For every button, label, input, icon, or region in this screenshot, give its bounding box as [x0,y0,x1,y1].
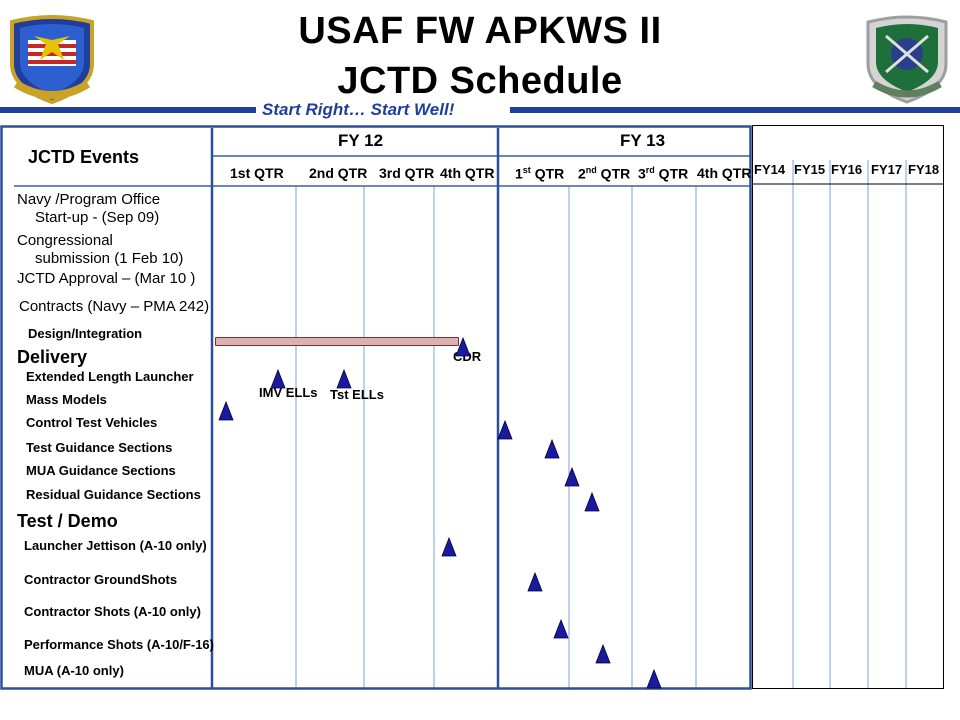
milestone-mua-triangle [646,668,662,689]
event-navy-program-office-date: Start-up - (Sep 09) [35,209,160,226]
fy18-header: FY18 [908,162,940,177]
fy17-header: FY17 [871,162,903,177]
event-jctd-approval: JCTD Approval – (Mar 10 ) [17,270,196,287]
event-mua-guidance-sections: MUA Guidance Sections [26,463,176,478]
fy13-q1-header: 1st QTR [515,165,565,182]
milestone-imv-ells-triangle [270,368,286,389]
event-congressional-date: submission (1 Feb 10) [35,250,184,267]
title-underline-left [0,107,256,113]
fy12-q3-header: 3rd QTR [379,165,435,181]
milestone-contractor-ground-triangle [527,571,543,592]
fy14-header: FY14 [754,162,786,177]
fy13-header: FY 13 [620,131,666,150]
fy12-q4-header: 4th QTR [440,165,495,181]
milestone-launcher-jettison-triangle [441,536,457,557]
fy15-header: FY15 [794,162,826,177]
event-extended-length-launcher: Extended Length Launcher [26,369,194,384]
milestone-label-tst-ells: Tst ELLs [330,387,384,402]
milestone-contractor-shots-triangle [553,618,569,639]
events-header: JCTD Events [28,147,140,167]
event-contractor-shots: Contractor Shots (A-10 only) [24,604,201,619]
event-design-integration: Design/Integration [28,326,143,341]
milestone-performance-shots-triangle [595,643,611,664]
event-navy-program-office: Navy /Program Office [17,191,161,208]
fy12-q2-header: 2nd QTR [309,165,368,181]
slide-title-line1: USAF FW APKWS II [298,10,662,52]
milestone-mua-guidance-triangle [564,466,580,487]
event-congressional: Congressional [17,232,113,249]
fy13-q2-header: 2nd QTR [578,165,631,182]
section-test-demo: Test / Demo [17,511,118,531]
fy13-q4-header: 4th QTR [697,165,752,181]
milestone-cdr-triangle [455,336,471,357]
event-residual-guidance-sections: Residual Guidance Sections [26,487,201,502]
event-contracts: Contracts (Navy – PMA 242) [19,298,210,315]
milestone-control-test-vehicles-triangle [497,419,513,440]
air-armament-center-logo [6,14,98,105]
fy16-header: FY16 [831,162,863,177]
slide-title-line2: JCTD Schedule [337,60,623,102]
milestone-test-guidance-triangle [544,438,560,459]
milestone-residual-guidance-triangle [584,491,600,512]
fy13-q3-header: 3rd QTR [638,165,689,182]
event-control-test-vehicles: Control Test Vehicles [26,415,158,430]
event-mass-models: Mass Models [26,392,107,407]
fy12-q1-header: 1st QTR [230,165,284,181]
fy12-header: FY 12 [338,131,384,150]
title-underline-right [510,107,960,113]
event-test-guidance-sections: Test Guidance Sections [26,440,173,455]
design-integration-bar [215,337,459,346]
milestone-mass-models-triangle [218,400,234,421]
event-launcher-jettison: Launcher Jettison (A-10 only) [24,538,207,553]
section-delivery: Delivery [17,347,88,367]
event-mua: MUA (A-10 only) [24,663,124,678]
event-contractor-ground-shots: Contractor GroundShots [24,572,178,587]
milestone-label-imv-ells: IMV ELLs [259,385,318,400]
event-performance-shots: Performance Shots (A-10/F-16) [24,637,214,652]
tagline: Start Right… Start Well! [262,100,455,119]
directorate-logo [862,14,952,104]
milestone-tst-ells-triangle [336,368,352,389]
